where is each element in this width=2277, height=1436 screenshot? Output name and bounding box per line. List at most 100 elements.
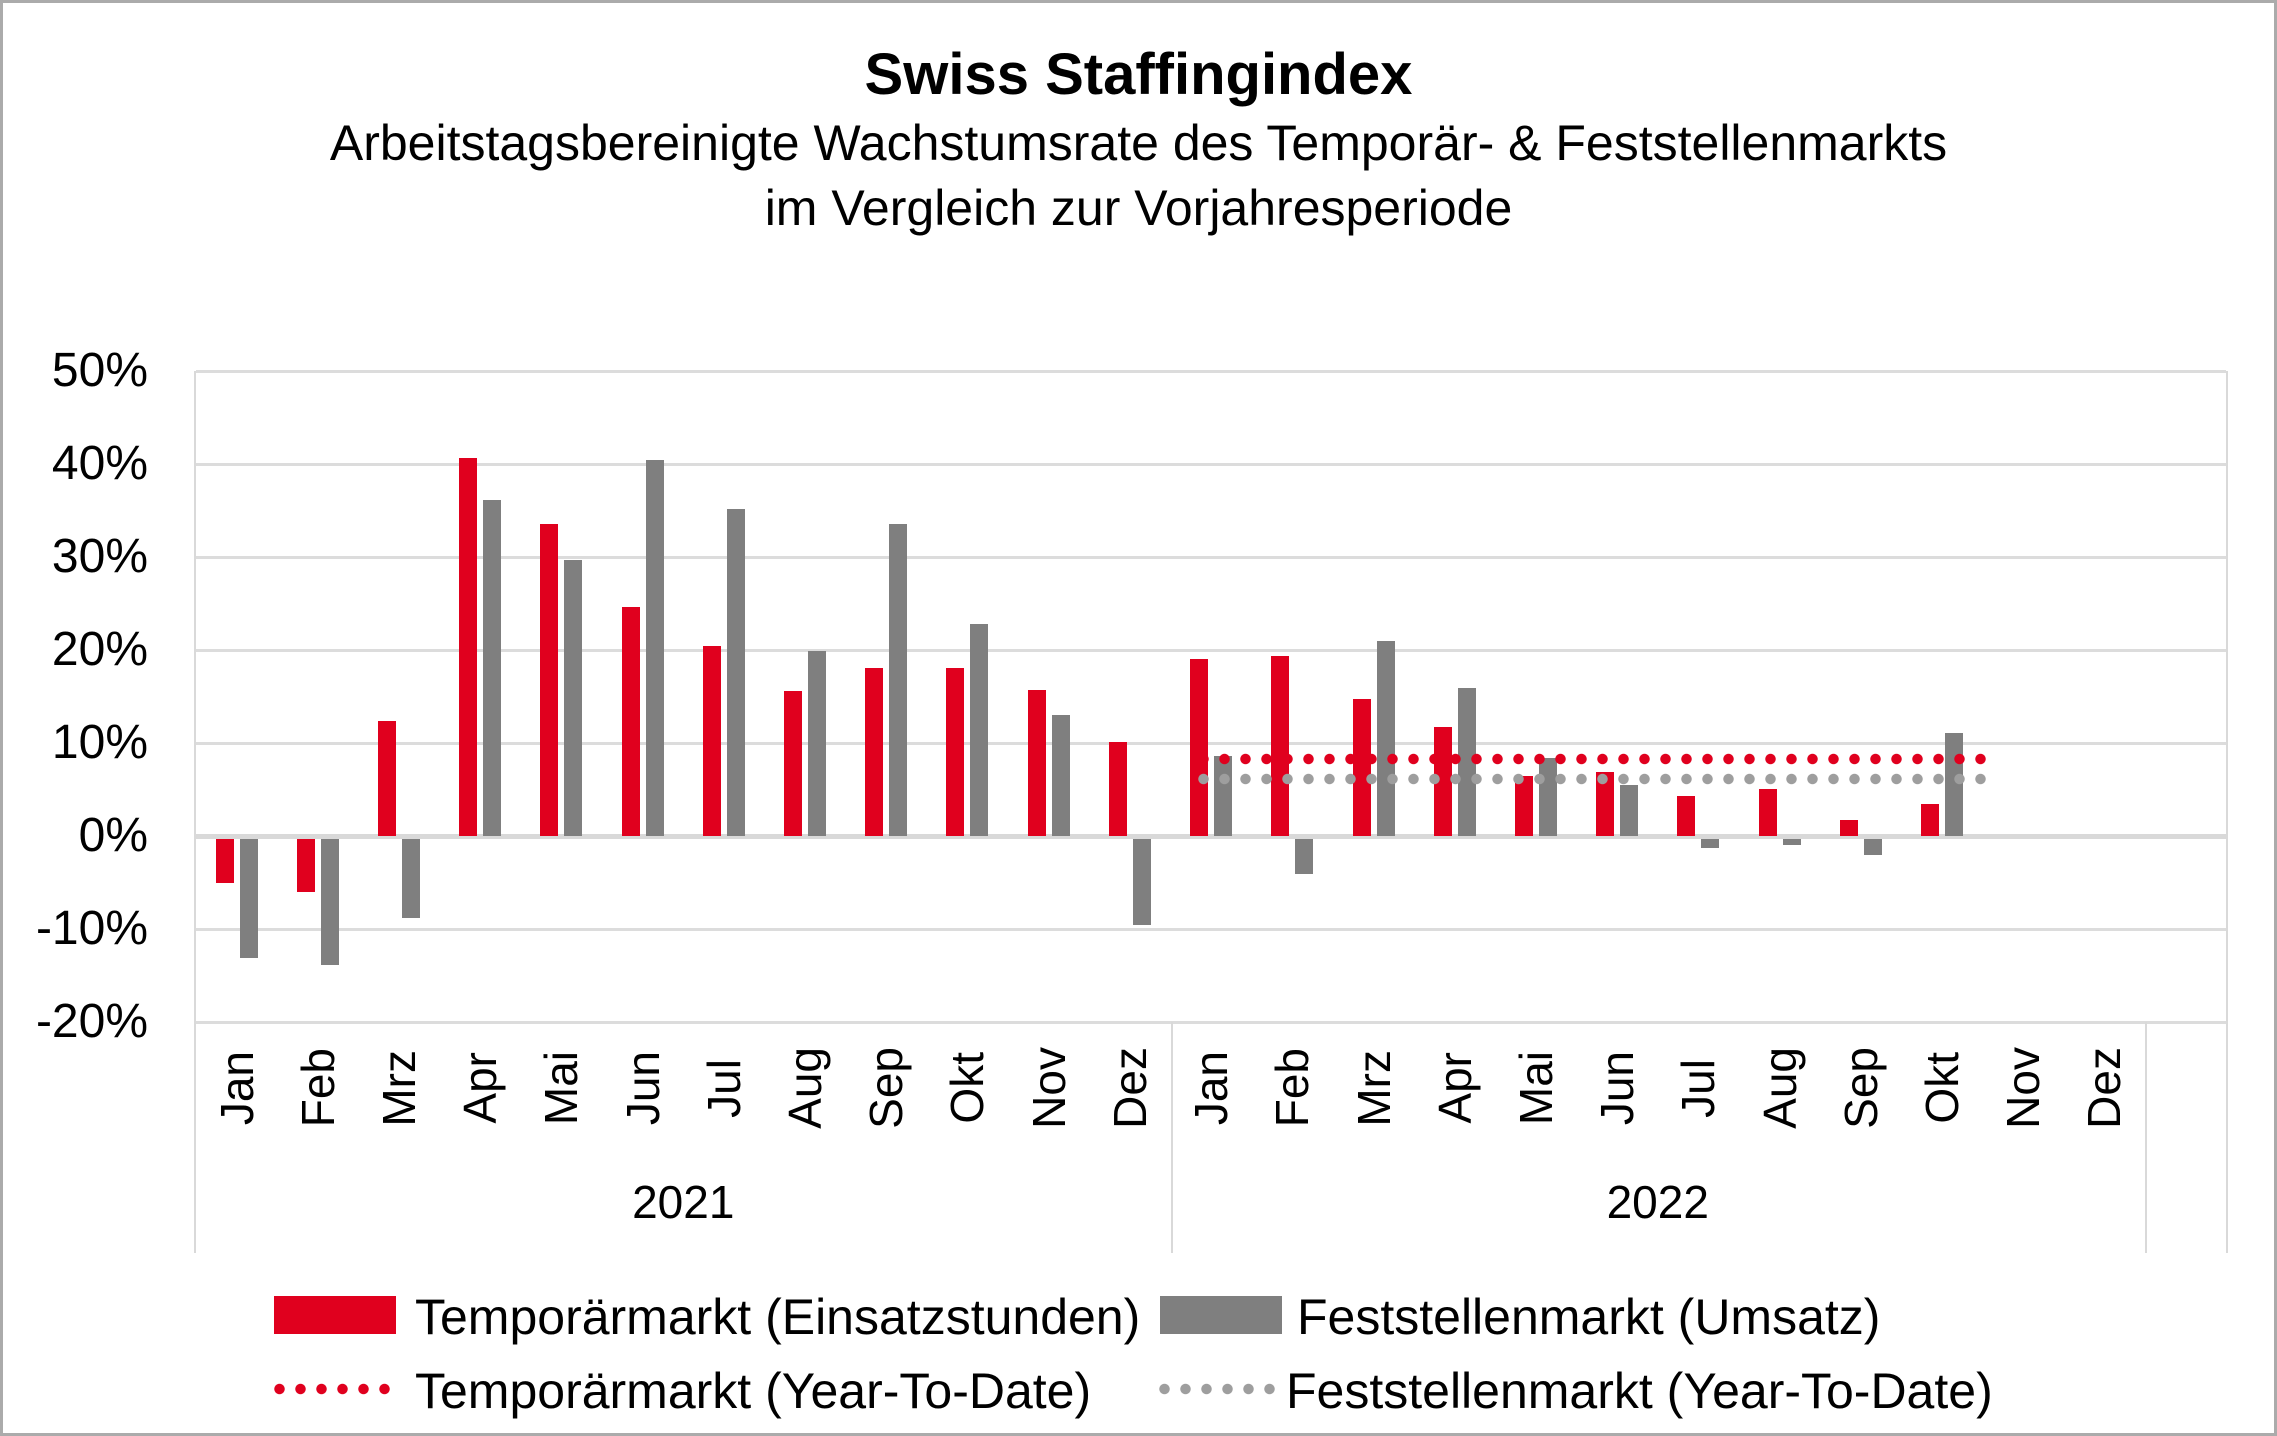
bar-temporaermarkt-2021-Feb — [296, 839, 315, 892]
x-axis-month-label-cell-2021-Nov: Nov — [1008, 1025, 1089, 1151]
bar-feststellenmarkt-2021-Dez — [1132, 839, 1151, 926]
y-axis-tick-label: 20% — [51, 623, 148, 676]
x-axis-month-label: Nov — [1997, 1047, 2050, 1129]
bar-temporaermarkt-2021-Okt — [946, 667, 965, 836]
bar-feststellenmarkt-2022-Jul — [1701, 839, 1720, 849]
gridline-40% — [196, 463, 2226, 466]
x-axis-month-label: Feb — [1266, 1048, 1319, 1128]
x-axis-month-label-cell-2021-Okt: Okt — [927, 1025, 1008, 1151]
gridline-30% — [196, 556, 2226, 559]
x-axis-month-label-cell-2022-Jun: Jun — [1577, 1025, 1658, 1151]
x-axis-month-label: Apr — [454, 1052, 507, 1124]
x-axis-month-label-cell-2021-Dez: Dez — [1089, 1025, 1170, 1151]
x-axis-month-label: Sep — [860, 1047, 913, 1129]
legend-swatch-feststellenmarkt-bar — [1160, 1296, 1282, 1334]
bar-feststellenmarkt-2021-Aug — [808, 650, 827, 836]
bar-temporaermarkt-2021-Nov — [1027, 689, 1046, 836]
y-axis-tick-label: 30% — [51, 530, 148, 583]
x-axis-month-label: Nov — [1022, 1047, 1075, 1129]
x-axis-month-label: Jan — [1185, 1050, 1238, 1126]
bar-feststellenmarkt-2021-Nov — [1051, 715, 1070, 836]
bar-feststellenmarkt-2022-Feb — [1295, 839, 1314, 875]
x-axis-month-label-cell-2021-Mai: Mai — [521, 1025, 602, 1151]
bar-temporaermarkt-2021-Jun — [621, 607, 640, 836]
x-axis-month-label: Dez — [2078, 1047, 2131, 1129]
x-axis-month-label-cell-2022-Aug: Aug — [1739, 1025, 1820, 1151]
x-axis-month-label: Okt — [941, 1052, 994, 1124]
x-axis-month-label: Dez — [1103, 1047, 1156, 1129]
chart-subtitle-line2: im Vergleich zur Vorjahresperiode — [764, 180, 1513, 236]
x-axis-year-label-2022: 2022 — [1606, 1176, 1709, 1228]
bar-temporaermarkt-2022-Mai — [1514, 776, 1533, 836]
bar-temporaermarkt-2022-Jul — [1677, 796, 1696, 836]
gridline-50% — [196, 370, 2226, 373]
bar-feststellenmarkt-2021-Feb — [320, 839, 339, 966]
x-axis-month-label-cell-2022-Dez: Dez — [2064, 1025, 2145, 1151]
x-axis-month-label-cell-2022-Mai: Mai — [1495, 1025, 1576, 1151]
bar-feststellenmarkt-2021-Jul — [726, 508, 745, 836]
bar-temporaermarkt-2021-Jul — [702, 646, 721, 836]
legend-swatch-feststellenmarkt-ytd — [1154, 1383, 1280, 1395]
y-axis-tick-label: 10% — [51, 716, 148, 769]
bar-feststellenmarkt-2022-Jan — [1214, 756, 1233, 836]
bar-feststellenmarkt-2022-Sep — [1863, 839, 1882, 855]
chart-title: Swiss Staffingindex — [864, 42, 1413, 107]
bar-feststellenmarkt-2021-Sep — [889, 523, 908, 836]
legend-label-feststellenmarkt-bar: Feststellenmarkt (Umsatz) — [1297, 1289, 1881, 1345]
gridline--10% — [196, 928, 2226, 931]
x-axis-month-label: Okt — [1915, 1052, 1968, 1124]
bar-temporaermarkt-2021-Mai — [540, 523, 559, 836]
bar-temporaermarkt-2022-Jan — [1190, 659, 1209, 836]
x-axis-month-label-cell-2021-Jun: Jun — [602, 1025, 683, 1151]
bar-temporaermarkt-2022-Aug — [1758, 788, 1777, 836]
plot-border-line — [2226, 371, 2228, 1253]
bar-feststellenmarkt-2021-Apr — [483, 500, 502, 836]
x-axis-month-label: Jun — [1591, 1050, 1644, 1126]
bar-temporaermarkt-2021-Mrz — [378, 720, 397, 836]
bar-feststellenmarkt-2022-Jun — [1620, 784, 1639, 836]
x-axis-month-label-cell-2022-Okt: Okt — [1901, 1025, 1982, 1151]
x-axis-month-label: Jun — [616, 1050, 669, 1126]
x-axis-month-label: Apr — [1428, 1052, 1481, 1124]
x-axis-month-label-cell-2021-Jan: Jan — [196, 1025, 277, 1151]
x-axis-month-label-cell-2022-Feb: Feb — [1252, 1025, 1333, 1151]
x-axis-month-label: Mai — [1509, 1050, 1562, 1126]
y-axis-tick-label: 0% — [78, 809, 148, 862]
bar-temporaermarkt-2021-Aug — [784, 690, 803, 836]
x-axis-month-label: Jan — [210, 1050, 263, 1126]
year-separator-line — [1170, 1022, 1173, 1253]
x-axis-month-label: Jul — [1672, 1058, 1725, 1118]
x-axis-month-label: Mrz — [1347, 1049, 1400, 1127]
x-axis-month-label-cell-2022-Jul: Jul — [1658, 1025, 1739, 1151]
plot-area: 50% 40% 30% 20% 10% 0% -10% -20% Jan Feb Mrz Apr Mai… — [3, 3, 2274, 1433]
x-axis-month-label: Mai — [535, 1050, 588, 1126]
legend-label-temporaermarkt-bar: Temporärmarkt (Einsatzstunden) — [415, 1289, 1141, 1345]
bar-temporaermarkt-2021-Apr — [459, 458, 478, 836]
chart-subtitle-line1: Arbeitstagsbereinigte Wachstumsrate des … — [329, 115, 1948, 171]
x-axis-month-label-cell-2021-Mrz: Mrz — [358, 1025, 439, 1151]
bar-temporaermarkt-2022-Sep — [1839, 820, 1858, 836]
bar-feststellenmarkt-2021-Jan — [239, 839, 258, 959]
x-axis-month-label: Mrz — [373, 1049, 425, 1127]
legend-swatch-temporaermarkt-bar — [274, 1296, 396, 1334]
y-axis-tick-label: 40% — [51, 437, 148, 490]
x-axis-zero-line — [196, 834, 2226, 839]
bar-feststellenmarkt-2021-Mrz — [402, 839, 421, 919]
x-axis-month-label-cell-2021-Apr: Apr — [440, 1025, 521, 1151]
bar-temporaermarkt-2022-Feb — [1271, 655, 1290, 836]
x-axis-month-label-cell-2022-Nov: Nov — [1983, 1025, 2064, 1151]
gridline--20% — [196, 1021, 2226, 1024]
chart-subtitle: Arbeitstagsbereinigte Wachstumsrate des … — [3, 111, 2274, 241]
bar-feststellenmarkt-2021-Okt — [970, 623, 989, 836]
x-axis-month-label-cell-2022-Sep: Sep — [1820, 1025, 1901, 1151]
x-axis-month-label-cell-2021-Aug: Aug — [764, 1025, 845, 1151]
ytd-dotted-line-feststellenmarkt — [1192, 773, 1991, 786]
y-axis-tick-label: -20% — [35, 995, 148, 1048]
gridline-20% — [196, 649, 2226, 652]
bar-temporaermarkt-2022-Mrz — [1352, 699, 1371, 836]
legend-swatch-temporaermarkt-ytd — [269, 1383, 395, 1395]
x-axis-month-label: Aug — [779, 1047, 832, 1129]
bar-feststellenmarkt-2022-Mai — [1538, 757, 1557, 836]
bar-temporaermarkt-2021-Sep — [865, 667, 884, 836]
